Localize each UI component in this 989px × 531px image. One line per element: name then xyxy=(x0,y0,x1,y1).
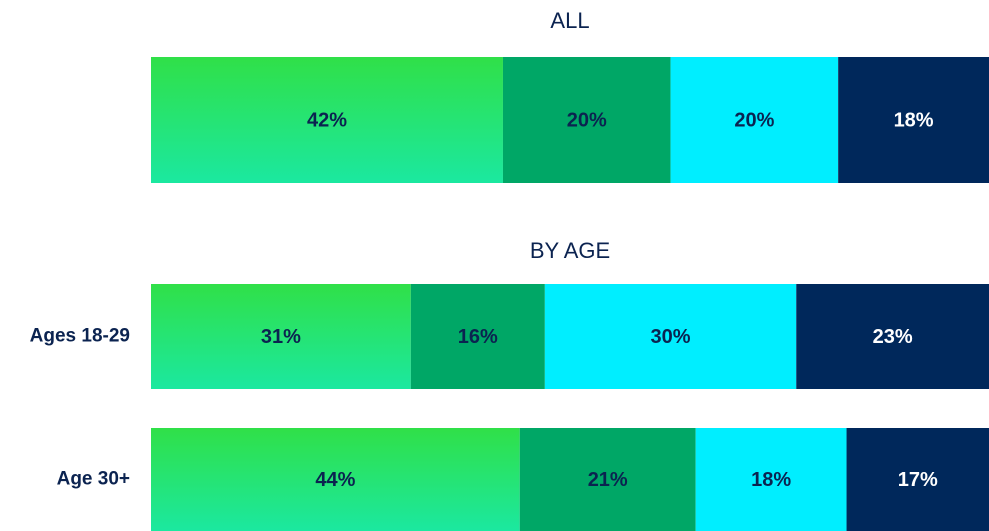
bar-segment xyxy=(544,284,797,389)
category-label: Ages 18-29 xyxy=(30,326,130,347)
bar-segment xyxy=(151,57,503,183)
value-label: 16% xyxy=(458,326,498,348)
value-label: 21% xyxy=(588,469,628,491)
category-label: Age 30+ xyxy=(57,469,130,490)
bar-segment xyxy=(838,57,989,183)
value-label: 44% xyxy=(315,469,355,491)
bar-segment xyxy=(519,428,696,531)
value-label: 18% xyxy=(894,109,934,131)
bar-segment xyxy=(670,57,839,183)
value-label: 20% xyxy=(734,109,774,131)
value-label: 31% xyxy=(261,326,301,348)
value-label: 18% xyxy=(751,469,791,491)
chart-title: BY AGE xyxy=(530,238,610,263)
bar-segment xyxy=(151,428,520,531)
bar-segment xyxy=(502,57,671,183)
bar-segment xyxy=(695,428,847,531)
bar-segment xyxy=(846,428,989,531)
value-label: 30% xyxy=(651,326,691,348)
value-label: 42% xyxy=(307,109,347,131)
bar-segment xyxy=(796,284,989,389)
value-label: 23% xyxy=(873,326,913,348)
bar-segment xyxy=(151,284,411,389)
value-label: 17% xyxy=(898,469,938,491)
value-label: 20% xyxy=(567,109,607,131)
chart-title: ALL xyxy=(550,8,589,33)
bar-segment xyxy=(410,284,545,389)
